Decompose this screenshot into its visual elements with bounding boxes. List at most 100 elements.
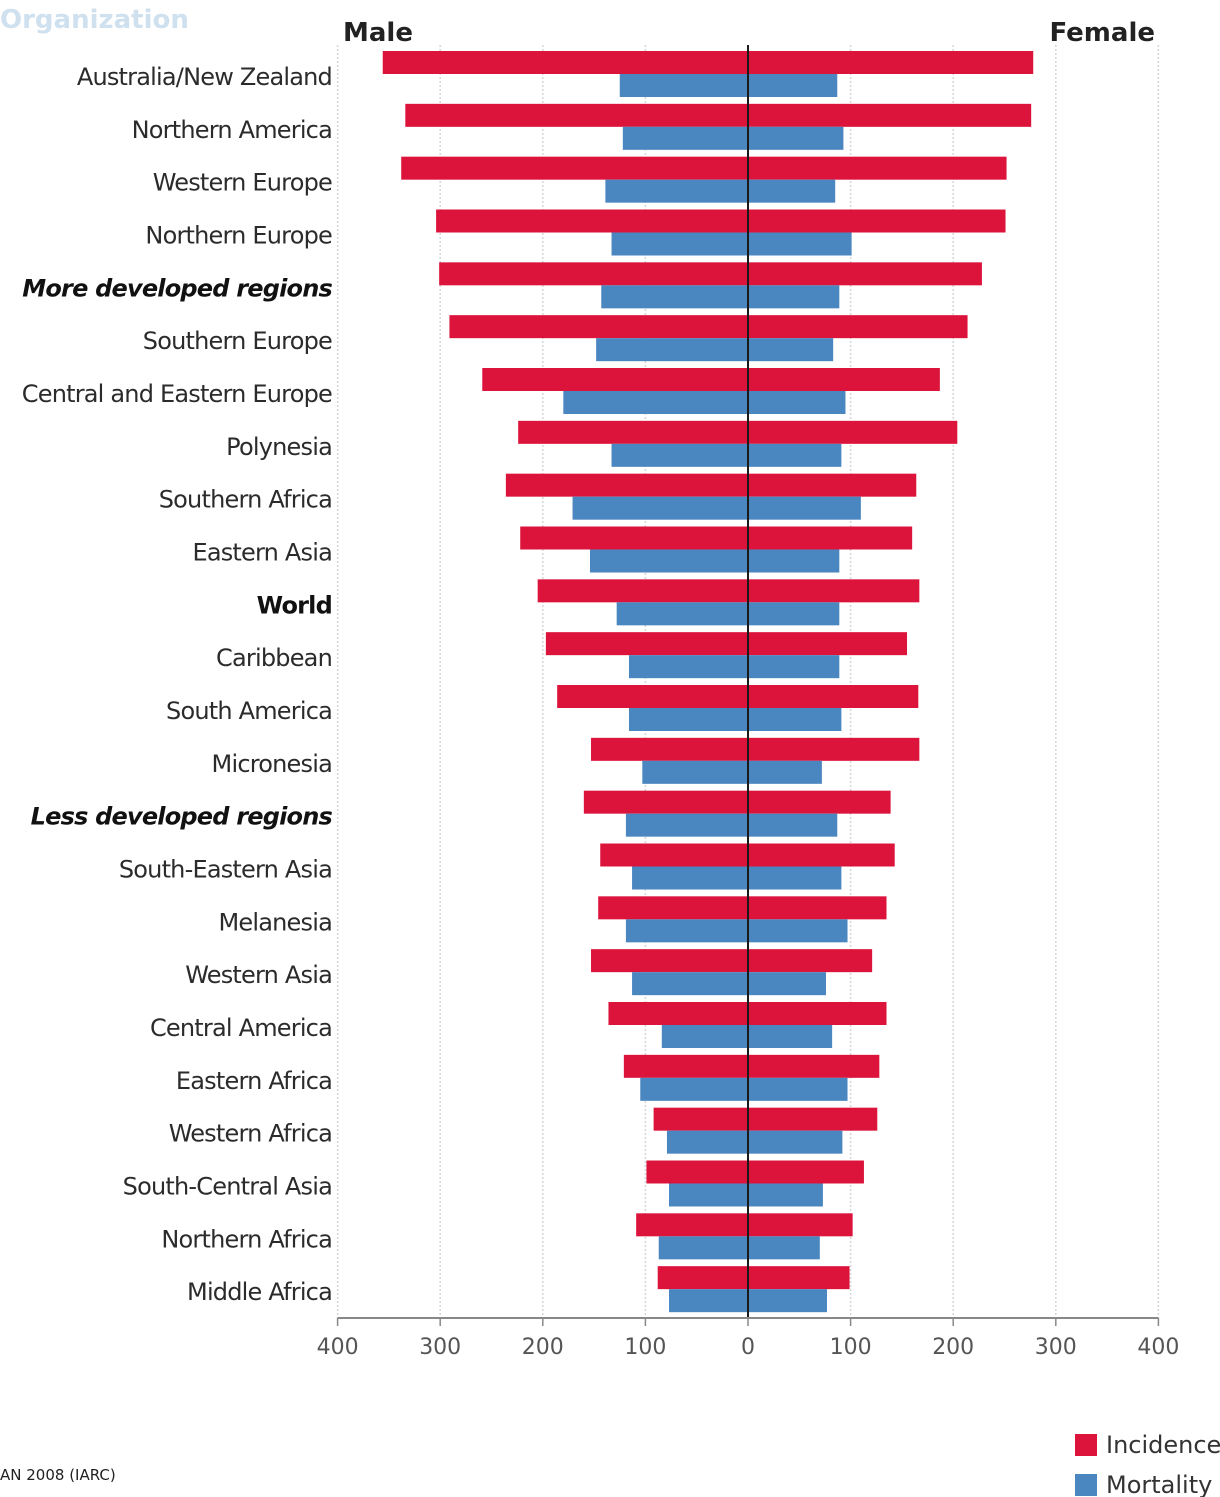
mortality-male-bar-western-africa <box>666 1130 748 1154</box>
mortality-female-bar-southern-europe <box>748 338 834 362</box>
category-label: Western Asia <box>185 961 332 989</box>
x-tick-label: 0 <box>741 1335 755 1360</box>
mortality-female-bar-micronesia <box>748 760 822 784</box>
incidence-female-bar-central-and-eastern-europe <box>748 368 940 391</box>
x-tick-label: 100 <box>830 1335 872 1360</box>
legend-mortality-swatch <box>1075 1474 1097 1496</box>
category-label: Western Europe <box>153 169 332 197</box>
category-label: Northern Africa <box>161 1225 332 1253</box>
incidence-male-bar-eastern-africa <box>623 1054 748 1078</box>
incidence-male-bar-middle-africa <box>657 1266 748 1290</box>
mortality-female-bar-western-europe <box>748 179 836 203</box>
incidence-female-bar-south-america <box>748 685 919 708</box>
incidence-male-bar-western-africa <box>653 1107 748 1131</box>
incidence-female-bar-western-africa <box>748 1107 878 1131</box>
x-tick-label: 400 <box>1137 1335 1179 1360</box>
incidence-female-bar-northern-america <box>748 103 1032 127</box>
mortality-female-bar-central-america <box>748 1025 833 1048</box>
mortality-female-bar-western-asia <box>748 972 826 996</box>
mortality-female-bar-more-developed-regions <box>748 285 840 309</box>
incidence-male-bar-southern-europe <box>449 315 748 339</box>
category-label: Melanesia <box>218 908 332 936</box>
category-label: Northern Europe <box>145 222 332 250</box>
mortality-female-bar-western-africa <box>748 1130 843 1154</box>
incidence-female-bar-australia-new-zealand <box>748 51 1034 74</box>
incidence-female-bar-micronesia <box>748 737 920 761</box>
legend-mortality-label: Mortality <box>1106 1471 1212 1497</box>
legend: Incidence Mortality <box>1075 1431 1220 1497</box>
mortality-male-bar-micronesia <box>642 760 748 784</box>
incidence-female-bar-caribbean <box>748 632 908 656</box>
mortality-female-bar-southern-africa <box>748 496 861 520</box>
legend-incidence-label: Incidence <box>1106 1431 1220 1459</box>
female-label: Female <box>1049 18 1155 48</box>
incidence-male-bar-world <box>537 579 748 603</box>
mortality-male-bar-south-central-asia <box>668 1183 748 1207</box>
incidence-female-bar-world <box>748 579 920 603</box>
incidence-female-bar-eastern-africa <box>748 1054 880 1078</box>
incidence-female-bar-more-developed-regions <box>748 262 982 286</box>
category-labels: Australia/New Zealand Northern America Wes… <box>22 63 334 1306</box>
mortality-male-bar-western-europe <box>605 179 748 203</box>
mortality-female-bar-caribbean <box>748 655 840 679</box>
x-tick-label: 200 <box>932 1335 974 1360</box>
mortality-male-bar-world <box>616 602 748 626</box>
mortality-male-bar-central-and-eastern-europe <box>563 391 748 414</box>
incidence-female-bar-less-developed-regions <box>748 790 891 814</box>
x-tick-label: 400 <box>317 1335 359 1360</box>
incidence-male-bar-central-america <box>608 1002 748 1025</box>
mortality-male-bar-less-developed-regions <box>625 813 748 837</box>
incidence-female-bar-southern-europe <box>748 315 968 339</box>
incidence-male-bar-south-eastern-asia <box>600 843 748 867</box>
category-label: Australia/New Zealand <box>77 63 332 91</box>
incidence-male-bar-polynesia <box>518 420 748 444</box>
mortality-male-bar-more-developed-regions <box>601 285 748 309</box>
mortality-male-bar-caribbean <box>628 655 748 679</box>
mortality-male-bar-eastern-africa <box>640 1077 748 1101</box>
category-label: Caribbean <box>216 644 332 672</box>
incidence-female-bar-eastern-asia <box>748 526 913 550</box>
bars-group <box>382 51 1034 1313</box>
mortality-male-bar-melanesia <box>625 919 748 943</box>
category-label: Northern America <box>132 116 332 144</box>
incidence-male-bar-less-developed-regions <box>583 790 748 814</box>
mortality-male-bar-south-america <box>628 708 748 731</box>
category-label: Middle Africa <box>187 1278 332 1306</box>
category-label: Central America <box>150 1014 332 1042</box>
category-label: Eastern Asia <box>192 539 332 567</box>
mortality-male-bar-southern-europe <box>596 338 748 362</box>
source-text-fragment: AN 2008 (IARC) <box>0 1466 116 1484</box>
organization-text-fragment: Organization <box>0 5 189 35</box>
incidence-female-bar-northern-europe <box>748 209 1006 233</box>
incidence-female-bar-polynesia <box>748 420 958 444</box>
mortality-male-bar-northern-europe <box>611 232 748 256</box>
x-tick-label: 100 <box>624 1335 666 1360</box>
incidence-female-bar-central-america <box>748 1002 887 1025</box>
mortality-female-bar-less-developed-regions <box>748 813 838 837</box>
incidence-female-bar-south-central-asia <box>748 1160 864 1184</box>
mortality-female-bar-south-eastern-asia <box>748 866 842 890</box>
category-label: Micronesia <box>212 750 332 778</box>
category-label: Western Africa <box>169 1120 332 1148</box>
incidence-female-bar-middle-africa <box>748 1266 850 1290</box>
incidence-male-bar-northern-africa <box>636 1213 748 1237</box>
gridlines <box>336 45 1160 1318</box>
mortality-male-bar-australia-new-zealand <box>619 74 748 97</box>
mortality-female-bar-polynesia <box>748 443 842 467</box>
mortality-male-bar-central-america <box>661 1025 748 1048</box>
incidence-female-bar-western-europe <box>748 156 1007 180</box>
mortality-male-bar-southern-africa <box>572 496 748 520</box>
incidence-female-bar-southern-africa <box>748 473 917 497</box>
mortality-female-bar-world <box>748 602 840 626</box>
category-label: More developed regions <box>22 274 332 302</box>
incidence-male-bar-melanesia <box>598 896 748 920</box>
mortality-female-bar-eastern-asia <box>748 549 840 573</box>
category-label: South America <box>166 697 332 725</box>
x-tick-label: 300 <box>419 1335 461 1360</box>
category-label: Polynesia <box>226 433 332 461</box>
incidence-male-bar-eastern-asia <box>520 526 748 550</box>
legend-incidence-swatch <box>1075 1434 1097 1456</box>
incidence-male-bar-southern-africa <box>505 473 748 497</box>
incidence-female-bar-northern-africa <box>748 1213 853 1237</box>
